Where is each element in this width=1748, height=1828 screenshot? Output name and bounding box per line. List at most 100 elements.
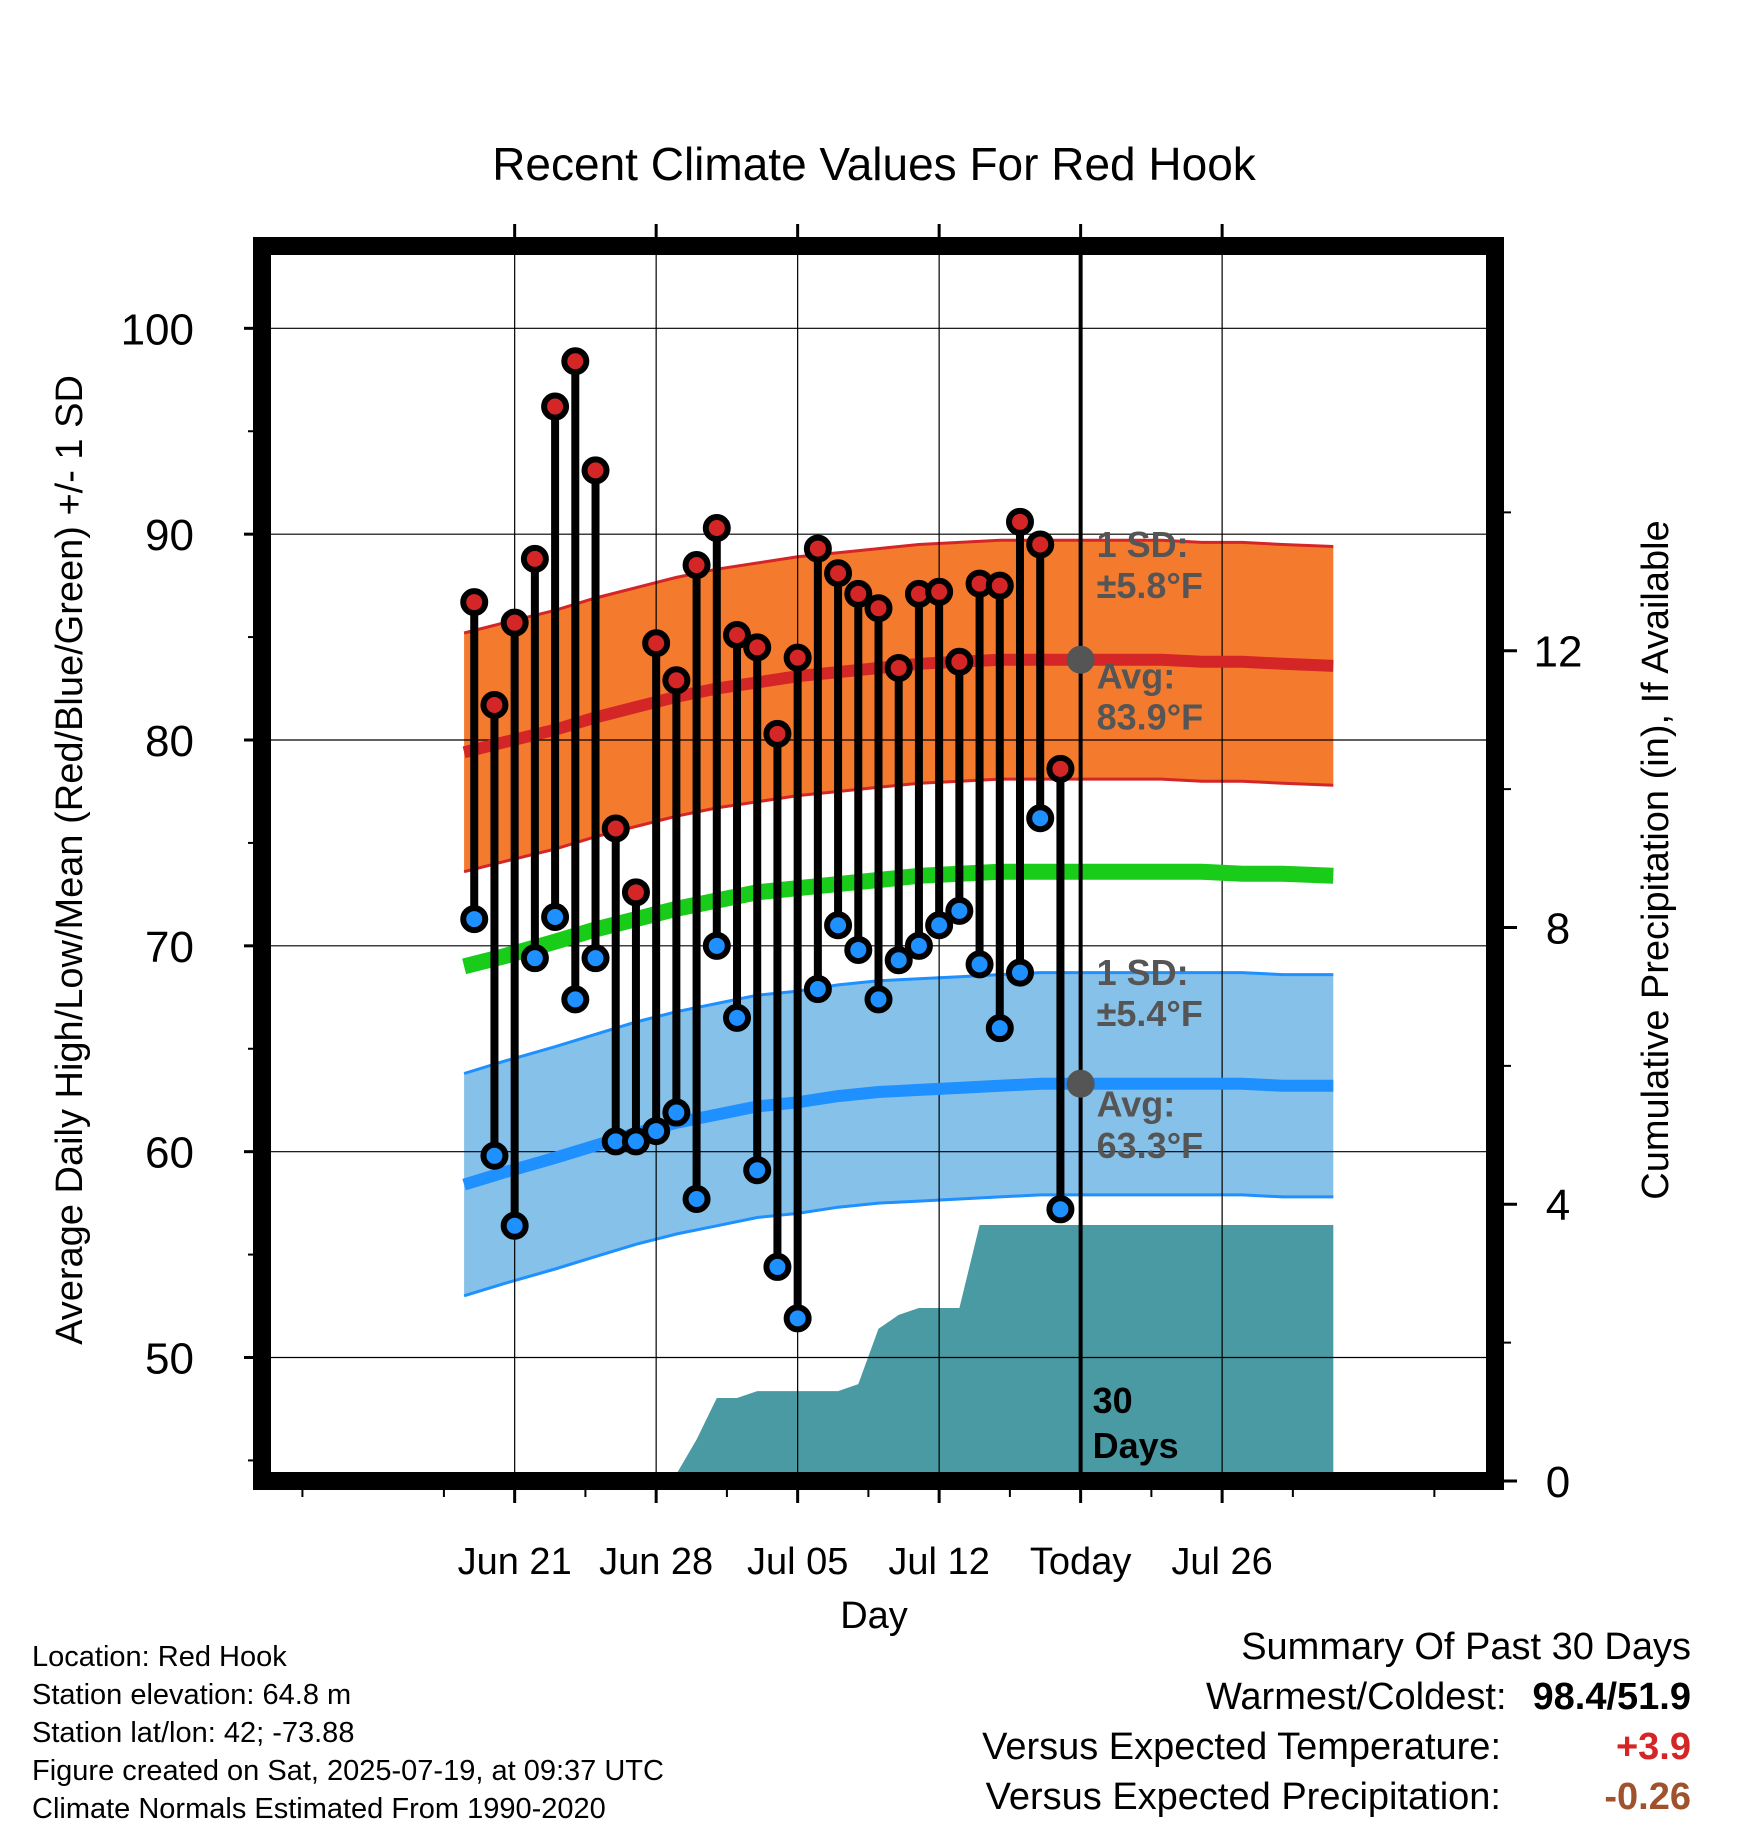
y-left-tick-label: 80 xyxy=(145,717,194,766)
daily-high-point xyxy=(561,347,590,376)
latlon-text: Station lat/lon: 42; -73.88 xyxy=(32,1717,355,1749)
temp-anomaly-value: +3.9 xyxy=(1615,1726,1691,1768)
daily-high-point xyxy=(500,608,529,637)
daily-high-point xyxy=(581,456,610,485)
daily-low-point xyxy=(925,911,954,940)
daily-high-point xyxy=(824,559,853,588)
daily-low-point xyxy=(460,905,489,934)
x-tick-label: Today xyxy=(1030,1541,1131,1583)
daily-high-point xyxy=(642,629,671,658)
daily-high-point xyxy=(460,588,489,617)
daily-high-point xyxy=(783,643,812,672)
daily-low-point xyxy=(844,935,873,964)
x-tick-label: Jul 26 xyxy=(1171,1541,1272,1583)
daily-low-point xyxy=(884,946,913,975)
days-count-label: 30 xyxy=(1093,1380,1133,1421)
y-axis-left-title: Average Daily High/Low/Mean (Red/Blue/Gr… xyxy=(49,375,91,1345)
precip-anomaly-value: -0.26 xyxy=(1604,1776,1691,1818)
high-sd-label: 1 SD: xyxy=(1097,524,1189,565)
daily-high-point xyxy=(662,666,691,695)
high-sd-value: ±5.8°F xyxy=(1097,565,1203,606)
y-right-tick-label: 8 xyxy=(1546,904,1570,953)
daily-low-point xyxy=(561,985,590,1014)
precip-anomaly-label: Versus Expected Precipitation: xyxy=(985,1776,1501,1818)
created-text: Figure created on Sat, 2025-07-19, at 09… xyxy=(32,1755,664,1787)
low-sd-value: ±5.4°F xyxy=(1097,993,1203,1034)
low-sd-label: 1 SD: xyxy=(1097,952,1189,993)
summary-panel: Summary Of Past 30 Days Warmest/Coldest:… xyxy=(982,1622,1691,1822)
high-avg-label: Avg: xyxy=(1097,656,1176,697)
daily-low-point xyxy=(783,1304,812,1333)
daily-high-point xyxy=(1005,507,1034,536)
x-tick-label: Jun 28 xyxy=(599,1541,713,1583)
daily-low-point xyxy=(803,975,832,1004)
daily-high-point xyxy=(541,392,570,421)
y-left-tick-label: 70 xyxy=(145,923,194,972)
normal-low-band xyxy=(464,972,1334,1296)
daily-high-point xyxy=(520,544,549,573)
chart-title: Recent Climate Values For Red Hook xyxy=(492,138,1257,190)
days-word-label: Days xyxy=(1093,1425,1179,1466)
daily-low-point xyxy=(763,1252,792,1281)
daily-high-point xyxy=(480,691,509,720)
daily-high-point xyxy=(743,633,772,662)
daily-high-point xyxy=(702,513,731,542)
daily-high-point xyxy=(601,814,630,843)
x-tick-label: Jul 05 xyxy=(747,1541,848,1583)
low-avg-label: Avg: xyxy=(1097,1084,1176,1125)
daily-low-point xyxy=(723,1003,752,1032)
daily-low-point xyxy=(904,931,933,960)
low-avg-value: 63.3°F xyxy=(1097,1125,1203,1166)
daily-low-point xyxy=(743,1156,772,1185)
daily-high-point xyxy=(763,719,792,748)
location-text: Location: Red Hook xyxy=(32,1641,287,1673)
daily-low-point xyxy=(682,1185,711,1214)
temp-anomaly-label: Versus Expected Temperature: xyxy=(982,1726,1501,1768)
daily-low-point xyxy=(1046,1195,1075,1224)
daily-low-point xyxy=(500,1211,529,1240)
daily-low-point xyxy=(541,903,570,932)
daily-low-point xyxy=(945,896,974,925)
today-normal-high-marker xyxy=(1066,645,1095,674)
daily-low-point xyxy=(965,950,994,979)
daily-low-point xyxy=(581,944,610,973)
warmest-label: Warmest/Coldest: xyxy=(1205,1676,1507,1718)
daily-low-point xyxy=(1005,958,1034,987)
warmest-value: 98.4/51.9 xyxy=(1532,1676,1691,1718)
x-tick-label: Jul 12 xyxy=(888,1541,989,1583)
daily-high-point xyxy=(621,878,650,907)
plot-frame xyxy=(253,237,1504,1490)
y-left-tick-label: 60 xyxy=(145,1129,194,1178)
x-tick-label: Jun 21 xyxy=(458,1541,572,1583)
normals-text: Climate Normals Estimated From 1990-2020 xyxy=(32,1793,606,1825)
y-left-tick-label: 50 xyxy=(145,1335,194,1384)
daily-high-point xyxy=(884,653,913,682)
daily-low-point xyxy=(985,1014,1014,1043)
high-avg-value: 83.9°F xyxy=(1097,697,1203,738)
daily-high-point xyxy=(844,579,873,608)
x-axis-title: Day xyxy=(840,1595,908,1637)
daily-low-point xyxy=(662,1098,691,1127)
daily-high-point xyxy=(1046,754,1075,783)
daily-low-point xyxy=(520,944,549,973)
daily-high-point xyxy=(723,621,752,650)
cumulative-precip-area xyxy=(464,1225,1334,1481)
daily-low-point xyxy=(824,911,853,940)
summary-title: Summary Of Past 30 Days xyxy=(1241,1626,1691,1668)
normal-high-upper-sd-line xyxy=(463,538,1334,635)
daily-high-point xyxy=(985,571,1014,600)
y-right-tick-label: 12 xyxy=(1534,628,1583,677)
y-right-tick-label: 4 xyxy=(1546,1181,1570,1230)
daily-high-point xyxy=(682,551,711,580)
daily-low-point xyxy=(1026,804,1055,833)
daily-high-point xyxy=(864,594,893,623)
daily-high-point xyxy=(945,647,974,676)
daily-low-point xyxy=(642,1117,671,1146)
elevation-text: Station elevation: 64.8 m xyxy=(32,1679,352,1711)
daily-high-point xyxy=(803,534,832,563)
daily-high-point xyxy=(925,577,954,606)
y-left-tick-label: 90 xyxy=(145,511,194,560)
y-right-tick-label: 0 xyxy=(1546,1458,1570,1507)
station-info: Location: Red Hook Station elevation: 64… xyxy=(32,1638,664,1828)
